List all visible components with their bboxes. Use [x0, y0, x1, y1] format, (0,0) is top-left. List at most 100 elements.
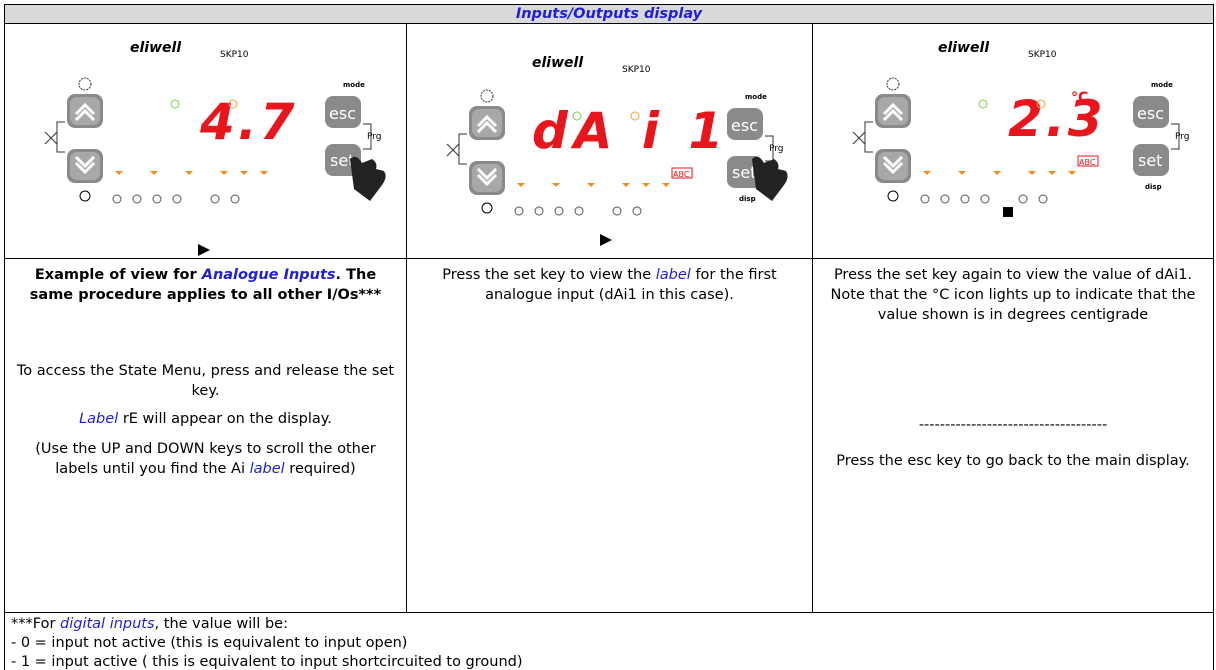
disp-label: disp	[1145, 183, 1162, 191]
led	[260, 171, 268, 175]
prg-label: Prg	[769, 144, 784, 154]
chevron	[74, 102, 96, 122]
arrow-marker	[198, 244, 210, 256]
device-illustration: eliwell SKP10 dA i 1 ABC mode esc Prg set disp	[446, 55, 788, 246]
green-icon	[978, 99, 988, 109]
paragraph: ------------------------------------	[823, 415, 1203, 435]
output-icon	[980, 194, 990, 204]
esc-label: esc	[1137, 104, 1164, 123]
led	[185, 171, 193, 175]
brand: eliwell	[532, 55, 583, 71]
text-run: ------------------------------------	[918, 417, 1108, 433]
header-cell: Inputs/Outputs display	[4, 4, 1214, 24]
chevron	[476, 167, 498, 187]
text-run: Press the set key again to view the valu…	[830, 267, 1196, 323]
led	[552, 183, 560, 187]
display-value: 4.7	[199, 93, 298, 151]
led	[240, 171, 248, 175]
display-value: 2.3	[1008, 90, 1106, 148]
defrost-icon	[446, 143, 460, 157]
text-run: ***For	[11, 616, 61, 632]
esc-label: esc	[731, 116, 758, 135]
fan-icon	[612, 206, 622, 216]
chevron	[476, 114, 498, 134]
link: label	[249, 461, 285, 477]
led	[150, 171, 158, 175]
header-title: Inputs/Outputs display	[515, 6, 703, 22]
fan-icon	[210, 194, 220, 204]
esc-key	[1133, 96, 1169, 128]
led	[958, 171, 966, 175]
fan-icon	[1018, 194, 1028, 204]
text-run: - 1 = input active ( this is equivalent …	[11, 654, 523, 670]
output-icon	[534, 206, 544, 216]
paragraph: Press the esc key to go back to the main…	[823, 451, 1203, 471]
green-icon	[572, 111, 582, 121]
arrow-marker	[600, 234, 612, 246]
paragraph: To access the State Menu, press and rele…	[15, 361, 396, 401]
badge-box	[1077, 155, 1099, 167]
brand: eliwell	[130, 40, 181, 56]
footer-line: - 0 = input not active (this is equivale…	[11, 634, 407, 653]
led	[642, 183, 650, 187]
output-icon	[960, 194, 970, 204]
footer-cell: ***For digital inputs, the value will be…	[4, 612, 1214, 670]
paragraph: Press the set key again to view the valu…	[823, 265, 1203, 325]
output-icon	[152, 194, 162, 204]
output-icon	[920, 194, 930, 204]
image-cell: eliwell SKP10 4.7 mode esc Prg set	[4, 23, 407, 259]
output-icon	[940, 194, 950, 204]
output-icon	[112, 194, 122, 204]
brand: eliwell	[938, 40, 989, 56]
link: label	[655, 267, 691, 283]
bracket	[458, 133, 467, 165]
defrost-icon	[44, 131, 58, 145]
text-run: Press the set key to view the	[442, 267, 656, 283]
badge: ABC	[1079, 158, 1096, 167]
orange-icon	[1036, 99, 1046, 109]
model: SKP10	[220, 50, 249, 60]
output-icon	[554, 206, 564, 216]
snow-icon	[886, 77, 900, 91]
misc-icon	[230, 194, 240, 204]
set-label: set	[732, 163, 756, 182]
footer-line: - 1 = input active ( this is equivalent …	[11, 653, 523, 670]
text-run: (Use the UP and DOWN keys to scroll the …	[35, 441, 376, 477]
hand	[752, 156, 788, 201]
prg-label: Prg	[1175, 132, 1190, 142]
mode-label: mode	[1151, 81, 1173, 89]
bracket	[56, 121, 65, 153]
led	[1068, 171, 1076, 175]
chevron	[74, 155, 96, 175]
mode-label: mode	[343, 81, 365, 89]
paragraph: (Use the UP and DOWN keys to scroll the …	[15, 439, 396, 479]
paragraph: Press the set key to view the label for …	[417, 265, 802, 305]
text-run: required)	[284, 461, 356, 477]
chevron	[882, 155, 904, 175]
link: Label	[79, 411, 119, 427]
misc-icon	[632, 206, 642, 216]
misc-icon	[1038, 194, 1048, 204]
text-run: To access the State Menu, press and rele…	[16, 363, 395, 399]
display-value: dA i 1	[532, 102, 729, 160]
link: Analogue Inputs	[201, 267, 336, 283]
chevron	[882, 102, 904, 122]
text-run: . The same procedure applies to all othe…	[29, 267, 382, 303]
power-icon	[481, 202, 493, 214]
link: digital inputs	[60, 616, 155, 632]
green-icon	[170, 99, 180, 109]
output-icon	[514, 206, 524, 216]
led	[220, 171, 228, 175]
text-run: - 0 = input not active (this is equivale…	[11, 635, 408, 651]
led	[115, 171, 123, 175]
device-illustration: eliwell SKP10 2.3°C ABC mode esc Prg set disp	[852, 40, 1190, 217]
power-icon	[887, 190, 899, 202]
esc-key	[727, 108, 763, 140]
led	[993, 171, 1001, 175]
set-label: set	[1138, 151, 1162, 170]
model: SKP10	[622, 65, 651, 75]
bracket	[363, 123, 372, 150]
text-run: rE will appear on the display.	[118, 411, 332, 427]
led	[622, 183, 630, 187]
